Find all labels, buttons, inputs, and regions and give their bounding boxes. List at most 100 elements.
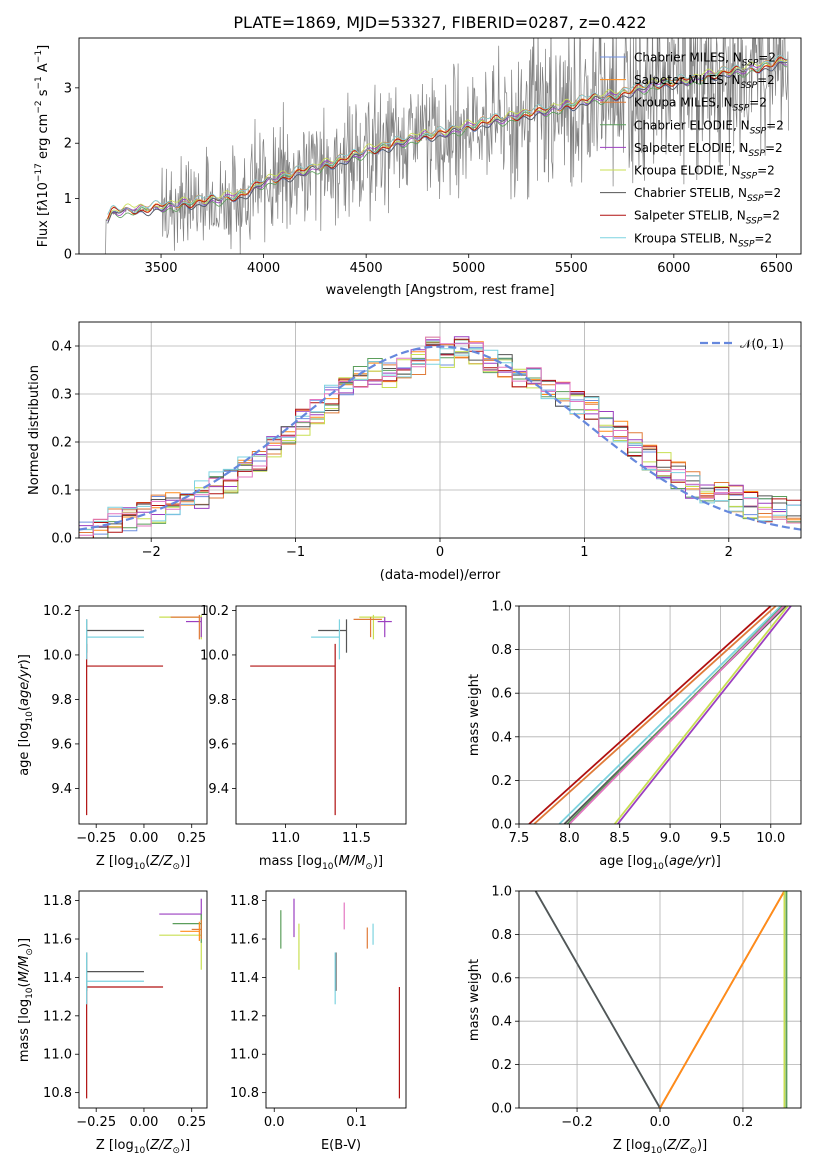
y-tick-label: 10.2 xyxy=(43,604,72,619)
y-tick-label: 0.2 xyxy=(51,436,72,451)
histogram-series xyxy=(79,348,801,531)
plot-area-age_vs_Z xyxy=(86,614,202,816)
legend-label: Salpeter STELIB, NSSP=2 xyxy=(634,209,780,227)
y-tick-label: 1.0 xyxy=(491,885,512,900)
x-axis-label: mass [log10(M/M⊙)] xyxy=(259,854,383,872)
x-tick-label: 0.00 xyxy=(129,1115,158,1130)
cumulative-weight-line xyxy=(558,606,782,824)
x-tick-label: 5000 xyxy=(452,261,485,276)
axes-mass_vs_ebv: 0.0 0.1 10.8 11.0 11.2 11.4 11.6 11.8 xyxy=(230,890,407,1130)
x-tick-label: 5500 xyxy=(555,261,588,276)
y-tick-label: 0.4 xyxy=(491,730,512,745)
x-tick-label: 0.25 xyxy=(177,1115,206,1130)
axes-age_vs_Z: −0.25 0.00 0.25 9.4 9.6 9.8 10.0 10.2 xyxy=(43,604,208,846)
plot-area-weight_vs_age xyxy=(528,606,792,824)
model-spectrum xyxy=(107,54,788,215)
y-tick-label: 10.0 xyxy=(200,648,229,663)
legend-label: Salpeter ELODIE, NSSP=2 xyxy=(634,141,783,159)
x-tick-label: 6500 xyxy=(760,261,793,276)
y-tick-label: 9.6 xyxy=(51,737,72,752)
y-tick-label: 0.8 xyxy=(491,928,512,943)
x-tick-label: 9.0 xyxy=(660,831,681,846)
y-tick-label: 0 xyxy=(64,248,72,263)
y-tick-label: 0.0 xyxy=(491,1102,512,1117)
axes-weight_vs_Z: −0.2 0.0 0.2 0.0 0.2 0.4 0.6 0.8 1.0 xyxy=(491,885,802,1130)
axes-weight_vs_age: 7.5 8.0 8.5 9.0 9.5 10.0 0.0 0.2 0.4 0.6 0.8 1.0 xyxy=(491,600,802,846)
axes-frame xyxy=(265,890,407,1109)
x-tick-label: −0.25 xyxy=(76,1115,116,1130)
plot-area-weight_vs_Z xyxy=(534,891,788,1108)
axes-frame xyxy=(518,890,802,1109)
axes-residuals: −2 −1 0 1 2 0.0 0.1 0.2 0.3 0.4 𝒩(0, 1) xyxy=(51,321,802,560)
legend-label: Salpeter MILES, NSSP=2 xyxy=(634,73,775,91)
y-tick-label: 10.8 xyxy=(230,1086,259,1101)
cumulative-weight-line xyxy=(613,606,789,824)
y-tick-label: 0.0 xyxy=(51,532,72,547)
y-tick-label: 0.4 xyxy=(51,340,72,355)
x-tick-label: 4000 xyxy=(247,261,280,276)
x-tick-label: 0.0 xyxy=(264,1115,285,1130)
axes-frame xyxy=(78,605,208,825)
axes-frame xyxy=(78,890,208,1109)
cumulative-weight-line xyxy=(616,606,792,824)
axes-mass_vs_Z: −0.25 0.00 0.25 10.8 11.0 11.2 11.4 11.6 11.8 xyxy=(43,890,208,1130)
cumulative-weight-line xyxy=(568,606,785,824)
x-tick-label: 3500 xyxy=(144,261,177,276)
x-tick-label: 11.0 xyxy=(271,831,300,846)
legend-label: Kroupa MILES, NSSP=2 xyxy=(634,96,767,114)
y-tick-label: 11.0 xyxy=(43,1048,72,1063)
x-tick-label: 0.1 xyxy=(346,1115,367,1130)
x-tick-label: −2 xyxy=(142,545,161,560)
plot-area-residuals xyxy=(79,336,801,538)
y-tick-label: 11.6 xyxy=(43,933,72,948)
y-tick-label: 9.4 xyxy=(208,782,229,797)
x-tick-label: −0.2 xyxy=(561,1115,593,1130)
y-axis-label: mass weight xyxy=(467,959,482,1041)
y-tick-label: 0.6 xyxy=(491,971,512,986)
y-tick-label: 0.8 xyxy=(491,643,512,658)
y-tick-label: 10.8 xyxy=(43,1086,72,1101)
x-tick-label: 7.5 xyxy=(509,831,530,846)
y-axis-label: age [log10(age/yr)] xyxy=(17,654,35,776)
x-tick-label: 0.0 xyxy=(650,1115,671,1130)
x-tick-label: 0.25 xyxy=(177,831,206,846)
x-tick-label: 8.5 xyxy=(609,831,630,846)
y-tick-label: 9.8 xyxy=(208,693,229,708)
x-axis-label: Z [log10(Z/Z⊙)] xyxy=(613,1138,707,1156)
y-tick-label: 11.8 xyxy=(230,894,259,909)
x-tick-label: 1 xyxy=(580,545,588,560)
x-tick-label: −1 xyxy=(286,545,305,560)
y-tick-label: 9.8 xyxy=(51,693,72,708)
y-tick-label: 9.4 xyxy=(51,782,72,797)
x-tick-label: 9.5 xyxy=(710,831,731,846)
y-tick-label: 11.4 xyxy=(230,971,259,986)
x-tick-label: 0.2 xyxy=(733,1115,754,1130)
axes-spectrum: 3500 4000 4500 5000 5500 6000 6500 0 1 2 3 Chabrier… xyxy=(64,37,802,276)
x-tick-label: −0.25 xyxy=(76,831,116,846)
axes-age_vs_mass: 11.0 11.5 9.4 9.6 9.8 10.0 10.2 xyxy=(200,604,407,846)
x-tick-label: 2 xyxy=(725,545,733,560)
legend-label: 𝒩(0, 1) xyxy=(740,337,784,351)
legend-label: Kroupa STELIB, NSSP=2 xyxy=(634,231,772,249)
y-axis-label: mass weight xyxy=(467,674,482,756)
model-spectrum xyxy=(107,59,788,221)
cumulative-weight-line xyxy=(533,606,777,824)
legend: Chabrier MILES, NSSP=2 Salpeter MILES, NS… xyxy=(600,51,784,249)
x-axis-label: age [log10(age/yr)] xyxy=(599,854,721,872)
legend-label: Kroupa ELODIE, NSSP=2 xyxy=(634,164,775,182)
plot-area-mass_vs_Z xyxy=(86,898,202,1099)
y-tick-label: 0.1 xyxy=(51,484,72,499)
histogram-series xyxy=(79,336,801,536)
y-tick-label: 0.6 xyxy=(491,687,512,702)
y-tick-label: 0.2 xyxy=(491,1058,512,1073)
x-tick-label: 6000 xyxy=(657,261,690,276)
cumulative-weight-line xyxy=(534,891,661,1108)
y-tick-label: 1 xyxy=(64,192,72,207)
y-tick-label: 0.0 xyxy=(491,818,512,833)
y-tick-label: 11.0 xyxy=(230,1048,259,1063)
x-tick-label: 10.0 xyxy=(756,831,785,846)
x-axis-label: E(B-V) xyxy=(321,1138,361,1153)
cumulative-weight-line xyxy=(659,891,786,1108)
axes-frame xyxy=(518,605,802,825)
